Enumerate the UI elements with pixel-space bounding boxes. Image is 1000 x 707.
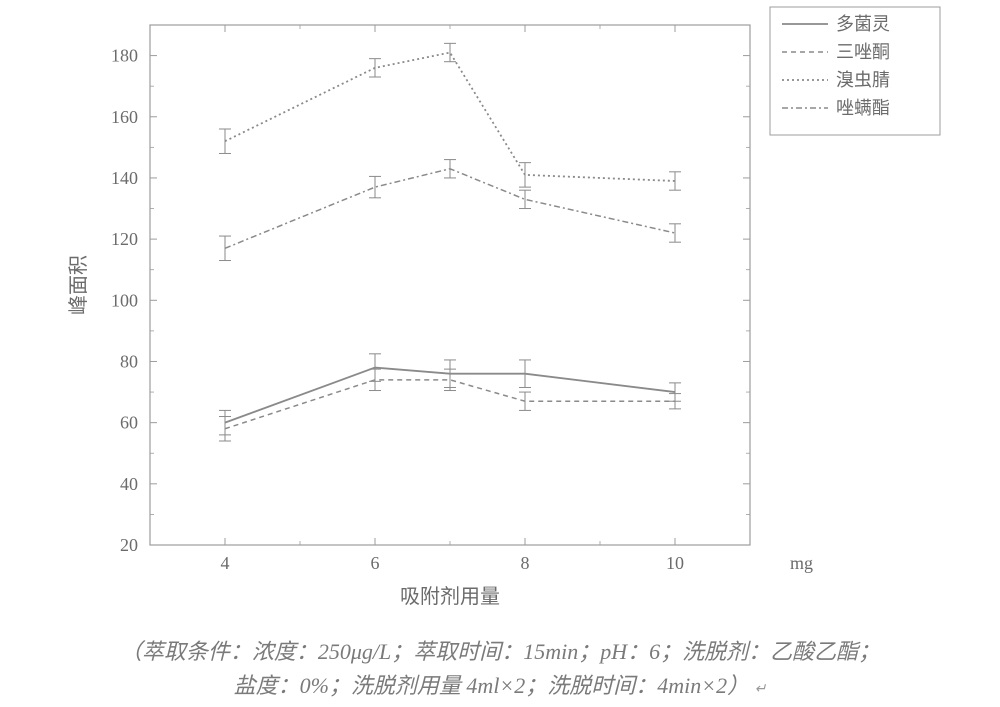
caption-line1: （萃取条件：浓度：250μg/L；萃取时间：15min；pH：6；洗脱剂：乙酸乙… xyxy=(120,639,880,664)
svg-text:溴虫腈: 溴虫腈 xyxy=(836,70,890,90)
chart-container: 20 40 60 80 100 120 140 160 180 4 6 8 10 峰面积吸附剂用量 mg 多菌… xyxy=(30,5,970,625)
line-chart: 20 40 60 80 100 120 140 160 180 4 6 8 10 峰面积吸附剂用量 mg 多菌… xyxy=(30,5,970,625)
svg-text:60: 60 xyxy=(120,413,138,433)
svg-text:180: 180 xyxy=(111,46,138,66)
svg-text:100: 100 xyxy=(111,290,138,310)
svg-text:20: 20 xyxy=(120,535,138,555)
svg-text:140: 140 xyxy=(111,168,138,188)
svg-text:三唑酮: 三唑酮 xyxy=(836,42,890,62)
svg-text:8: 8 xyxy=(521,553,530,573)
svg-text:6: 6 xyxy=(371,553,380,573)
return-mark: ↵ xyxy=(755,682,767,697)
svg-text:4: 4 xyxy=(221,553,230,573)
svg-text:40: 40 xyxy=(120,474,138,494)
svg-text:峰面积: 峰面积 xyxy=(67,255,90,315)
svg-text:160: 160 xyxy=(111,107,138,127)
svg-text:80: 80 xyxy=(120,351,138,371)
svg-text:120: 120 xyxy=(111,229,138,249)
svg-text:吸附剂用量: 吸附剂用量 xyxy=(400,585,500,608)
caption-line2: 盐度：0%；洗脱剂用量 4ml×2；洗脱时间：4min×2） xyxy=(234,673,750,698)
svg-text:10: 10 xyxy=(666,553,684,573)
svg-text:多菌灵: 多菌灵 xyxy=(836,14,890,34)
svg-text:mg: mg xyxy=(790,553,813,573)
svg-text:唑螨酯: 唑螨酯 xyxy=(836,98,890,118)
caption-block: （萃取条件：浓度：250μg/L；萃取时间：15min；pH：6；洗脱剂：乙酸乙… xyxy=(0,635,1000,703)
